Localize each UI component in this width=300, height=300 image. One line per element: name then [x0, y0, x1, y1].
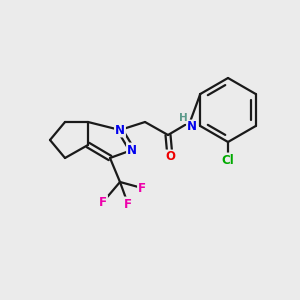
Text: N: N [187, 121, 197, 134]
Text: N: N [127, 143, 137, 157]
Text: Cl: Cl [222, 154, 234, 166]
Text: F: F [99, 196, 107, 208]
Text: F: F [138, 182, 146, 194]
Text: N: N [115, 124, 125, 136]
Text: H: H [178, 113, 188, 123]
Text: F: F [124, 197, 132, 211]
Text: O: O [165, 151, 175, 164]
